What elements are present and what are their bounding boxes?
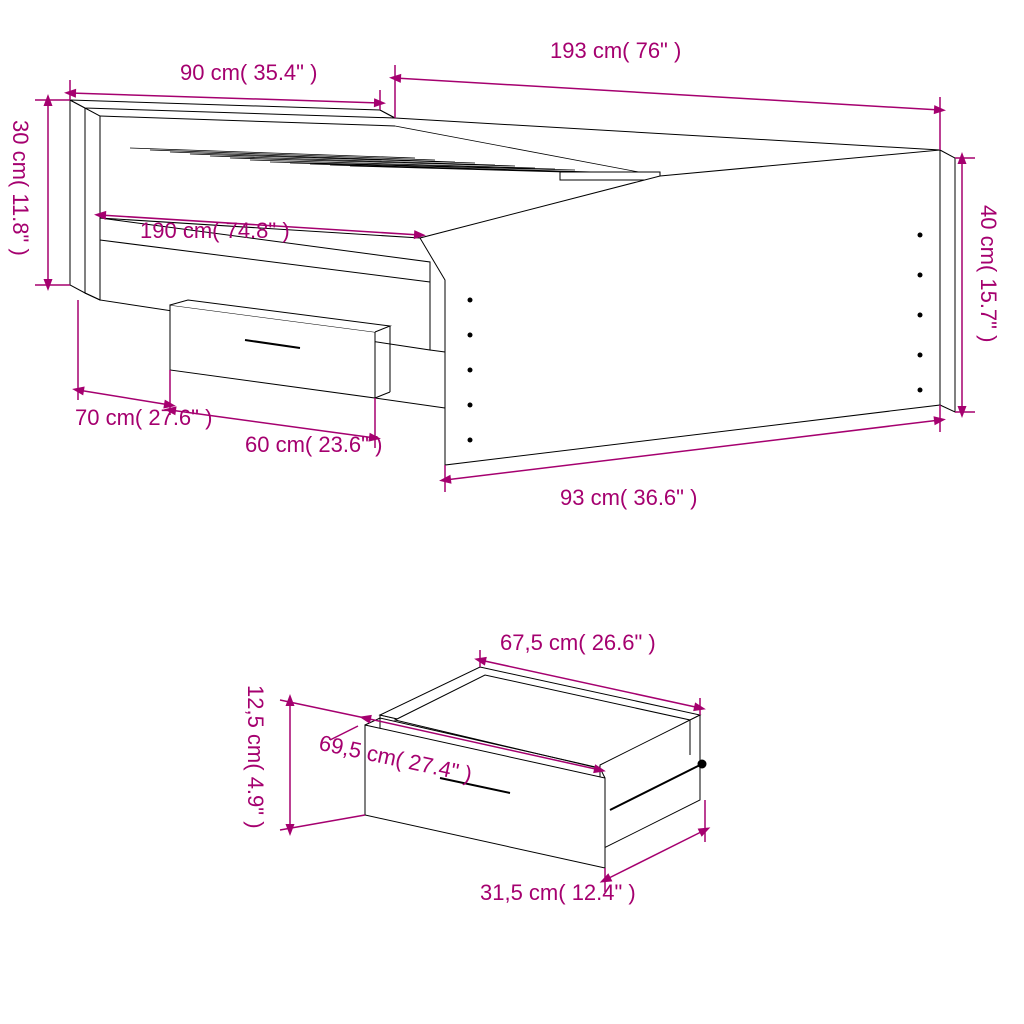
dim-bed-foot-width: 93 cm( 36.6" ) <box>560 485 697 511</box>
dim-drawer-top-width: 67,5 cm( 26.6" ) <box>500 630 656 656</box>
dim-bed-top-width: 90 cm( 35.4" ) <box>180 60 317 86</box>
dim-bed-drawer-offset: 70 cm( 27.6" ) <box>75 405 212 431</box>
dim-bed-inner-length: 190 cm( 74.8" ) <box>140 218 290 244</box>
dim-bed-footboard-height: 40 cm( 15.7" ) <box>975 205 1001 342</box>
dim-bed-drawer-width: 60 cm( 23.6" ) <box>245 432 382 458</box>
dim-bed-headboard-height: 30 cm( 11.8" ) <box>7 120 33 256</box>
dim-drawer-depth: 31,5 cm( 12.4" ) <box>480 880 636 906</box>
dim-bed-top-length: 193 cm( 76" ) <box>550 38 681 64</box>
dim-drawer-height: 12,5 cm( 4.9" ) <box>242 685 268 829</box>
